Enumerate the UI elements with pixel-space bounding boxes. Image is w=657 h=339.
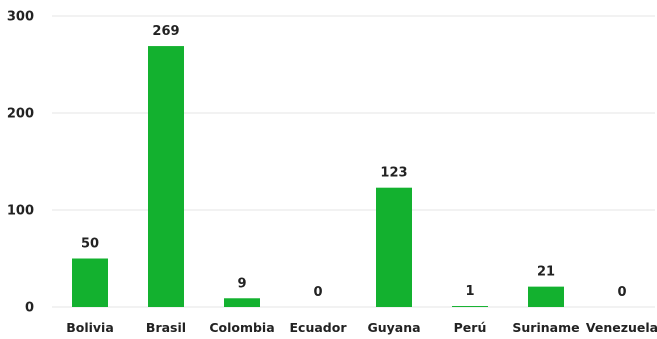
category-label: Bolivia [66, 320, 114, 335]
y-tick-label: 0 [25, 301, 34, 316]
category-label: Colombia [209, 320, 274, 335]
category-label: Guyana [367, 320, 420, 335]
data-labels: 50 269 9 0 123 1 21 0 [81, 24, 627, 300]
data-label: 50 [81, 237, 99, 252]
data-label: 269 [152, 24, 179, 39]
x-axis-categories: Bolivia Brasil Colombia Ecuador Guyana Perú Su… [66, 320, 657, 335]
data-label: 21 [537, 265, 555, 280]
category-label: Brasil [146, 320, 186, 335]
category-label: Suriname [512, 320, 579, 335]
y-tick-label: 300 [7, 10, 34, 25]
category-label: Ecuador [290, 320, 348, 335]
data-label: 0 [617, 285, 626, 300]
data-label: 9 [237, 276, 246, 291]
y-tick-label: 200 [7, 107, 34, 122]
category-label: Venezuela [586, 320, 657, 335]
bar-guyana [376, 187, 412, 307]
gridlines [52, 15, 655, 308]
bar-bolivia [72, 258, 108, 307]
bar-colombia [224, 298, 260, 307]
data-label: 0 [313, 285, 322, 300]
bars [72, 46, 564, 307]
data-label: 1 [465, 284, 474, 299]
category-label: Perú [454, 320, 487, 335]
bar-brasil [148, 46, 184, 307]
bar-suriname [528, 286, 564, 307]
data-label: 123 [380, 166, 407, 181]
bar-perú [452, 306, 488, 307]
y-tick-label: 100 [7, 204, 34, 219]
y-axis-ticks: 0 100 200 300 [7, 10, 34, 316]
